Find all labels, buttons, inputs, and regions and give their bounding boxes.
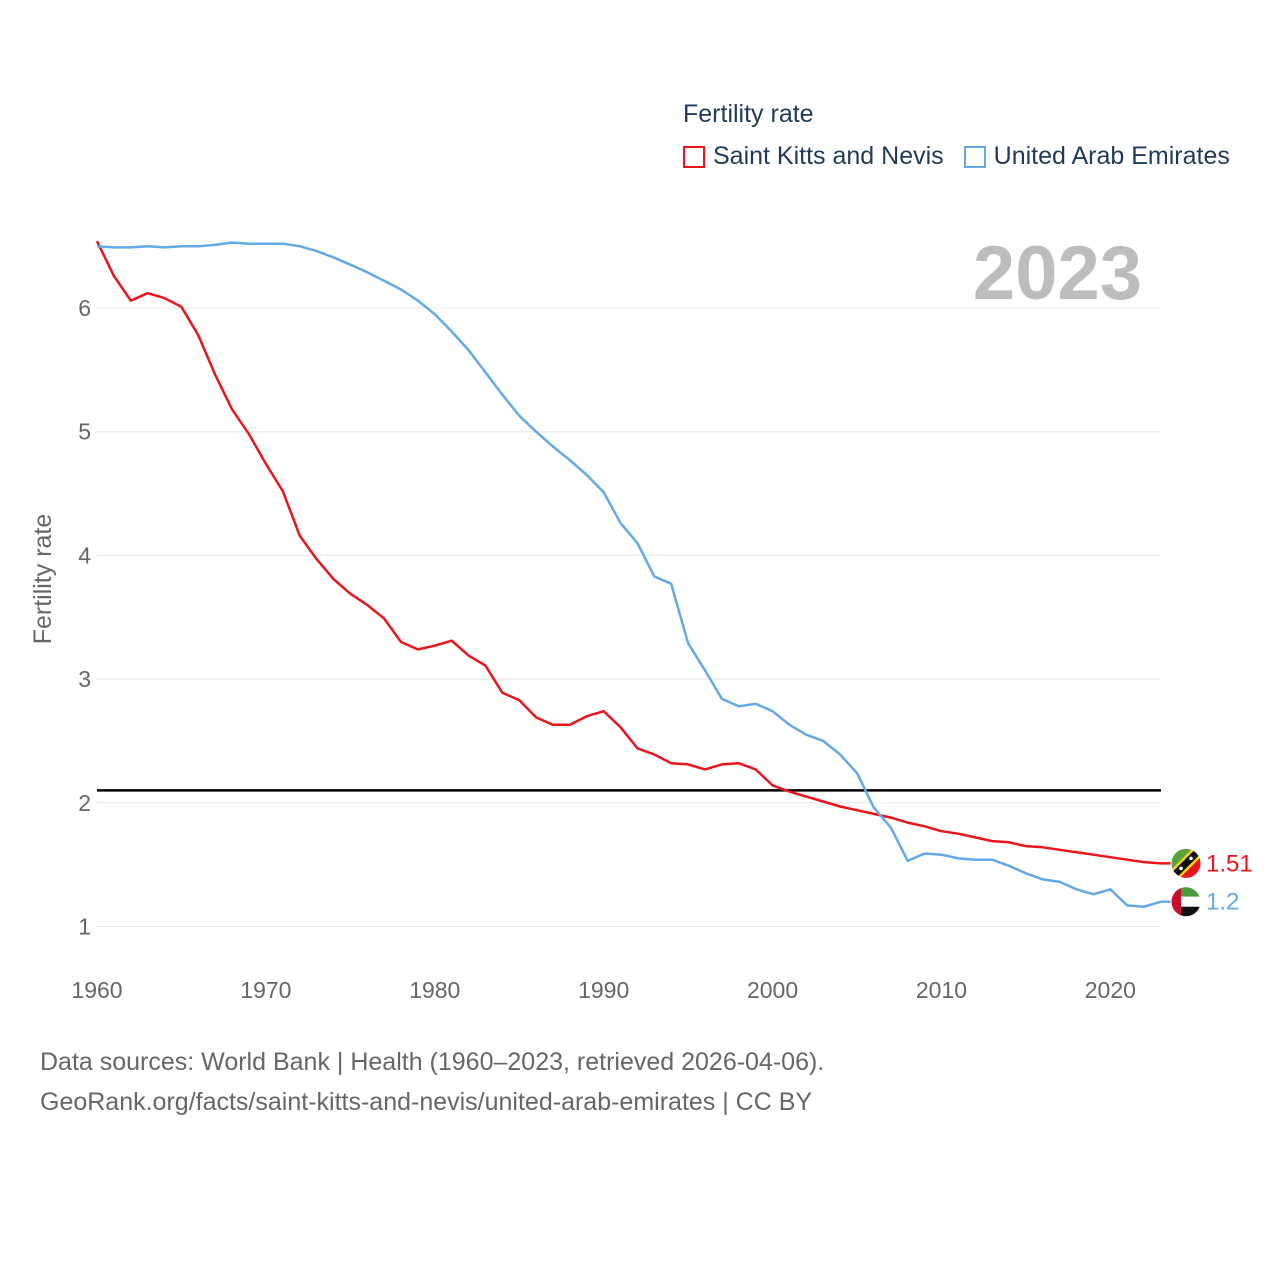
y-tick-label: 4 — [78, 542, 91, 568]
year-label: 2023 — [972, 231, 1142, 316]
legend-swatch-uae — [963, 145, 986, 168]
x-tick-label: 2000 — [747, 977, 798, 1003]
grid-lines — [97, 307, 1161, 927]
y-axis-label: Fertility rate — [29, 514, 57, 645]
x-tick-label: 2020 — [1085, 977, 1136, 1003]
x-axis-ticks: 1960 1970 1980 1990 2000 2010 2020 — [71, 977, 1136, 1003]
footer-sources: Data sources: World Bank | Health (1960–… — [40, 1048, 825, 1076]
legend-item-uae[interactable]: United Arab Emirates — [963, 142, 1230, 171]
series-line-saint-kitts — [95, 240, 1162, 865]
y-axis-ticks: 1 2 3 4 5 6 — [78, 295, 91, 939]
end-markers: 1.51 1.2 — [1161, 847, 1253, 918]
legend-title: Fertility rate — [683, 100, 814, 128]
y-tick-label: 5 — [78, 419, 91, 445]
flag-saint-kitts-icon — [1170, 847, 1202, 879]
x-tick-label: 1970 — [240, 977, 291, 1003]
y-tick-label: 3 — [78, 666, 91, 692]
footer-url[interactable]: GeoRank.org/facts/saint-kitts-and-nevis/… — [40, 1088, 813, 1116]
legend-swatch-saint-kitts — [683, 145, 705, 168]
legend-item-saint-kitts[interactable]: Saint Kitts and Nevis — [683, 142, 944, 171]
y-tick-label: 6 — [78, 295, 91, 321]
x-tick-label: 1990 — [578, 977, 629, 1003]
series-lines — [95, 240, 1162, 908]
y-tick-label: 1 — [78, 913, 91, 939]
end-value-label: 1.2 — [1206, 889, 1239, 916]
series-line-uae — [96, 241, 1162, 908]
x-tick-label: 1980 — [409, 977, 460, 1003]
legend-label-uae: United Arab Emirates — [993, 142, 1230, 170]
x-tick-label: 1960 — [71, 977, 122, 1003]
legend: Saint Kitts and Nevis United Arab Emirat… — [683, 142, 1250, 171]
flag-uae-icon — [1170, 886, 1202, 918]
legend-label-saint-kitts: Saint Kitts and Nevis — [713, 142, 944, 170]
y-tick-label: 2 — [78, 790, 91, 816]
footer: Data sources: World Bank | Health (1960–… — [40, 1042, 824, 1122]
end-value-label: 1.51 — [1206, 850, 1253, 877]
x-tick-label: 2010 — [916, 977, 967, 1003]
